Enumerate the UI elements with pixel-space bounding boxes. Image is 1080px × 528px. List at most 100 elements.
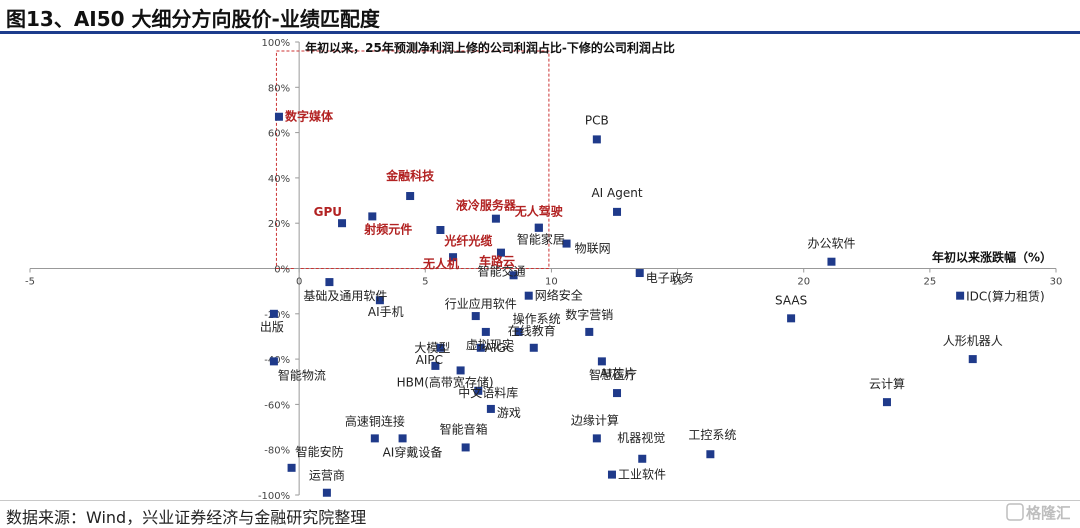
- data-point: [496, 248, 505, 257]
- point-label: AI穿戴设备: [383, 444, 443, 459]
- data-point: [514, 327, 523, 336]
- point-label: 虚拟现实: [466, 337, 514, 352]
- point-label: IDC(算力租赁): [966, 289, 1045, 304]
- x-tick-label: 30: [1050, 277, 1063, 288]
- x-axis-title: 年初以来涨跌幅（%）: [932, 250, 1052, 265]
- page-title: 图13、AI50 大细分方向股价-业绩匹配度: [6, 7, 380, 31]
- data-point: [431, 361, 440, 370]
- data-point: [607, 470, 616, 479]
- data-point: [325, 278, 334, 287]
- y-tick-label: 20%: [268, 219, 290, 230]
- x-tick-label: -5: [25, 277, 35, 288]
- point-label: 在线教育: [508, 323, 556, 338]
- point-label: 游戏: [497, 406, 521, 420]
- point-label: AIPC: [416, 353, 443, 367]
- y-axis-title: 年初以来，25年预测净利润上修的公司利润占比-下修的公司利润占比: [305, 40, 675, 55]
- y-tick-label: 100%: [262, 38, 291, 49]
- data-points: [269, 112, 977, 497]
- data-point: [562, 239, 571, 248]
- data-point: [592, 434, 601, 443]
- y-tick-label: 80%: [268, 83, 290, 94]
- point-label: 办公软件: [807, 236, 855, 251]
- data-point: [481, 327, 490, 336]
- point-label: 人形机器人: [943, 334, 1003, 348]
- data-point: [287, 463, 296, 472]
- point-label: 光纤光缆: [443, 233, 492, 248]
- data-point: [461, 443, 470, 452]
- watermark-logo: 格隆汇: [1006, 503, 1070, 522]
- data-point: [509, 271, 518, 280]
- y-tick-label: 60%: [268, 129, 290, 140]
- point-label: 数字营销: [565, 307, 613, 322]
- y-tick-label: -60%: [264, 400, 290, 411]
- point-label: AIGC: [485, 341, 514, 355]
- footer-rule: [0, 500, 1080, 501]
- point-label: 电子政务: [646, 270, 694, 285]
- data-point: [968, 355, 977, 364]
- point-label: 智慧医疗: [589, 367, 637, 382]
- point-label: 网络安全: [535, 288, 583, 303]
- point-label: 智能家居: [517, 232, 565, 247]
- x-tick-label: 25: [923, 277, 936, 288]
- header: 图13、AI50 大细分方向股价-业绩匹配度: [0, 0, 1080, 34]
- y-tick-label: -80%: [264, 446, 290, 457]
- point-label: 液冷服务器: [456, 198, 517, 213]
- data-point: [491, 214, 500, 223]
- data-point: [322, 488, 331, 497]
- data-point: [529, 343, 538, 352]
- svg-text:格隆汇: 格隆汇: [1026, 504, 1070, 522]
- data-point: [476, 343, 485, 352]
- data-point: [274, 112, 283, 121]
- data-point: [524, 291, 533, 300]
- point-label: HBM(高带宽存储): [397, 374, 494, 389]
- data-point: [597, 357, 606, 366]
- data-point: [406, 192, 415, 201]
- source-note: 数据来源：Wind，兴业证券经济与金融研究院整理: [6, 508, 367, 527]
- point-label: 中文语料库: [458, 385, 518, 400]
- data-point: [436, 343, 445, 352]
- point-label: 无人机: [422, 256, 459, 271]
- point-label: 工控系统: [688, 428, 736, 442]
- data-point: [474, 386, 483, 395]
- data-point: [827, 257, 836, 266]
- data-point: [471, 312, 480, 321]
- point-label: AI Agent: [591, 186, 642, 200]
- scatter-chart: -5051015202530-100%-80%-60%-40%-20%0%20%…: [25, 38, 1063, 500]
- data-point: [456, 366, 465, 375]
- point-label: 射频元件: [363, 221, 412, 236]
- header-rule: [0, 31, 1080, 34]
- point-label: 基础及通用软件: [303, 289, 387, 303]
- data-point: [585, 327, 594, 336]
- x-tick-label: 10: [545, 277, 558, 288]
- data-point: [436, 225, 445, 234]
- point-label: 无人驾驶: [514, 204, 563, 219]
- x-tick-label: 15: [671, 277, 684, 288]
- data-point: [956, 291, 965, 300]
- data-point: [449, 253, 458, 262]
- y-tick-label: -100%: [258, 491, 290, 500]
- point-label: 运营商: [309, 468, 345, 483]
- point-label: 智能安防: [296, 444, 344, 459]
- data-point: [269, 309, 278, 318]
- data-point: [787, 314, 796, 323]
- point-label: AI手机: [368, 305, 404, 319]
- point-label: PCB: [585, 113, 609, 127]
- point-label: 物联网: [575, 242, 611, 256]
- data-point: [375, 296, 384, 305]
- point-label: AI芯片: [600, 366, 636, 380]
- data-point: [338, 219, 347, 228]
- data-point: [882, 398, 891, 407]
- data-point: [613, 389, 622, 398]
- point-label: 机器视觉: [617, 430, 665, 445]
- point-label: 云计算: [869, 376, 905, 391]
- point-label: GPU: [314, 205, 342, 219]
- data-point: [370, 434, 379, 443]
- point-label: 智能音箱: [440, 421, 488, 436]
- highlight-box-layer: [275, 50, 550, 270]
- x-tick-label: 0: [296, 277, 302, 288]
- point-label: 出版: [260, 320, 284, 334]
- data-point: [486, 404, 495, 413]
- x-tick-label: 20: [797, 277, 810, 288]
- data-point: [638, 454, 647, 463]
- data-point: [269, 357, 278, 366]
